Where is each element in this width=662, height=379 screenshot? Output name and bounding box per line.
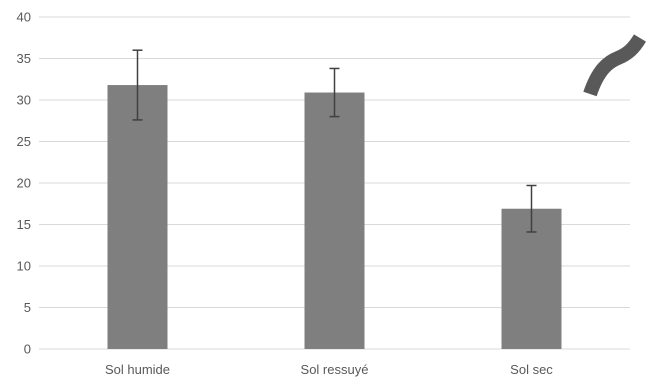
y-tick-label: 5 bbox=[24, 300, 31, 315]
y-tick-label: 10 bbox=[17, 259, 31, 274]
y-tick-label: 25 bbox=[17, 134, 31, 149]
y-tick-label: 35 bbox=[17, 51, 31, 66]
y-tick-label: 15 bbox=[17, 217, 31, 232]
x-category-label: Sol ressuyé bbox=[301, 362, 369, 377]
error-bar bbox=[526, 184, 537, 233]
error-bars bbox=[132, 49, 537, 233]
y-tick-label: 40 bbox=[17, 10, 31, 25]
y-tick-label: 0 bbox=[24, 342, 31, 357]
x-category-label: Sol sec bbox=[510, 362, 553, 377]
error-bar bbox=[329, 67, 340, 118]
y-tick-label: 30 bbox=[17, 93, 31, 108]
x-category-label: Sol humide bbox=[105, 362, 170, 377]
bars bbox=[107, 85, 562, 349]
y-tick-label: 20 bbox=[17, 176, 31, 191]
y-axis-tick-labels: 0 5 10 15 20 25 30 35 40 bbox=[17, 10, 31, 357]
error-bar bbox=[132, 49, 143, 121]
bar bbox=[304, 92, 365, 349]
x-axis-category-labels: Sol humide Sol ressuyé Sol sec bbox=[105, 362, 553, 377]
curved-stroke-decoration bbox=[583, 34, 647, 97]
bar bbox=[107, 85, 168, 349]
